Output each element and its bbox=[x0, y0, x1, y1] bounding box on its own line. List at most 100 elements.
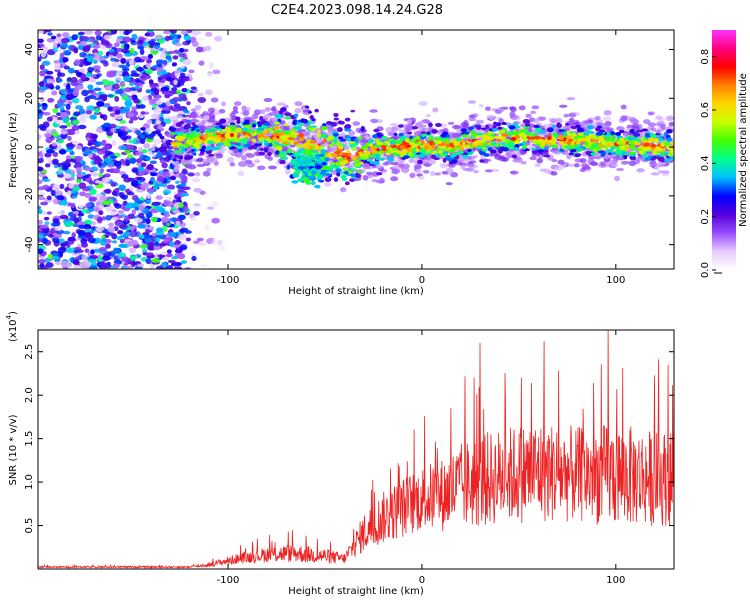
spectrogram-noise-cell bbox=[97, 216, 103, 223]
spectrogram-noise-cell bbox=[182, 186, 191, 190]
spectrogram-noise-cell bbox=[111, 83, 121, 90]
spectrogram-noise-cell bbox=[84, 30, 94, 35]
spectrogram-noise-cell bbox=[198, 36, 207, 41]
spectrogram-noise-cell bbox=[131, 33, 138, 41]
spectrogram-noise-cell bbox=[178, 53, 186, 58]
spectrogram-noise-cell bbox=[62, 230, 71, 235]
spectrogram-noise-cell bbox=[118, 171, 126, 175]
spectrogram-noise-cell bbox=[46, 211, 52, 215]
spectrogram-noise-cell bbox=[163, 30, 170, 35]
spectrogram-noise-cell bbox=[97, 162, 103, 167]
spectrogram-noise-cell bbox=[78, 249, 84, 253]
spectrogram-noise-cell bbox=[56, 145, 63, 150]
spectrogram-noise-cell bbox=[86, 132, 92, 137]
spectrogram-noise-cell bbox=[61, 31, 70, 38]
spectrogram-noise-cell bbox=[59, 125, 68, 129]
spectrogram-noise-cell bbox=[151, 232, 157, 237]
spectrogram-noise-cell bbox=[173, 72, 181, 77]
spectrogram-noise-cell bbox=[84, 248, 90, 253]
spectrogram-noise-cell bbox=[103, 122, 111, 128]
spectrogram-halo-cell bbox=[494, 154, 503, 160]
spectrogram-noise-cell bbox=[73, 264, 80, 269]
spectrogram-noise-cell bbox=[94, 30, 102, 36]
spectrogram-halo-cell bbox=[408, 158, 415, 163]
spectrogram-noise-cell bbox=[116, 53, 124, 59]
spectrogram-noise-cell bbox=[40, 96, 45, 103]
spectrogram-noise-cell bbox=[135, 66, 144, 72]
spectrogram-noise-cell bbox=[38, 56, 42, 62]
spectrogram-noise-cell bbox=[191, 41, 199, 47]
spectrogram-noise-cell bbox=[78, 63, 84, 68]
spectrogram-noise-cell bbox=[101, 237, 107, 242]
spectrogram-noise-cell bbox=[63, 65, 70, 70]
spectrogram-noise-cell bbox=[84, 219, 93, 225]
spectrogram-noise-cell bbox=[126, 191, 135, 196]
spectrogram-noise-cell bbox=[66, 244, 71, 248]
spectrogram-noise-cell bbox=[45, 129, 52, 134]
spectrogram-noise-cell bbox=[113, 160, 122, 167]
spectrogram-noise-cell bbox=[79, 51, 87, 58]
spectrogram-noise-cell bbox=[117, 210, 124, 215]
spectrogram-noise-cell bbox=[155, 195, 163, 200]
spectrogram-noise-cell bbox=[85, 72, 93, 78]
spectrogram-noise-cell bbox=[161, 261, 168, 268]
spectrogram-noise-cell bbox=[92, 248, 102, 253]
spectrogram-noise-cell bbox=[76, 178, 82, 184]
spectrogram-halo-cell bbox=[390, 176, 399, 182]
spectrogram-noise-cell bbox=[61, 165, 69, 171]
spectrogram-noise-cell bbox=[41, 60, 51, 66]
spectrogram-noise-cell bbox=[81, 242, 89, 248]
spectrogram-noise-cell bbox=[105, 243, 111, 249]
spectrogram-noise-cell bbox=[70, 202, 76, 209]
spectrogram-noise-cell bbox=[99, 167, 105, 174]
spectrogram-noise-cell bbox=[134, 82, 143, 87]
spectrogram-halo-cell bbox=[632, 123, 639, 128]
spectrogram-halo-cell bbox=[366, 171, 373, 176]
spectrogram-noise-cell bbox=[147, 94, 153, 100]
spectrogram-noise-cell bbox=[103, 145, 112, 149]
spectrogram-noise-cell bbox=[163, 213, 171, 218]
spectrogram-noise-cell bbox=[153, 241, 160, 247]
spectrogram-noise-cell bbox=[54, 225, 63, 232]
spectrogram-noise-cell bbox=[119, 126, 126, 131]
spectrogram-noise-cell bbox=[119, 238, 125, 244]
spectrogram-halo-cell bbox=[620, 104, 627, 110]
spectrogram-halo-cell bbox=[324, 182, 332, 187]
spectrogram-noise-cell bbox=[129, 47, 135, 54]
spectrogram-noise-cell bbox=[59, 214, 69, 220]
spectrogram-noise-cell bbox=[192, 205, 201, 209]
spectrogram-noise-cell bbox=[74, 130, 80, 135]
spectrogram-noise-cell bbox=[148, 226, 155, 231]
spectrogram-noise-cell bbox=[127, 240, 134, 247]
spectrogram-noise-cell bbox=[150, 49, 159, 56]
spectrogram-noise-cell bbox=[111, 61, 120, 68]
spectrogram-noise-cell bbox=[151, 216, 158, 223]
spectrogram-halo-cell bbox=[530, 110, 537, 115]
spectrogram-halo-cell bbox=[594, 116, 601, 121]
spectrogram-noise-cell bbox=[130, 72, 140, 77]
spectrogram-noise-cell bbox=[65, 94, 74, 101]
spectrogram-halo-cell bbox=[194, 104, 202, 110]
spectrogram-noise-cell bbox=[162, 171, 171, 178]
spectrogram-noise-cell bbox=[165, 101, 171, 107]
spectrogram-halo-cell bbox=[202, 158, 210, 164]
spectrogram-noise-cell bbox=[181, 78, 190, 82]
spectrogram-noise-cell bbox=[198, 93, 204, 97]
spectrogram-noise-cell bbox=[147, 150, 153, 155]
spectrogram-halo-cell bbox=[460, 121, 469, 128]
spectrogram-noise-cell bbox=[154, 35, 163, 40]
spectrogram-halo-cell bbox=[533, 118, 540, 124]
spectrogram-halo-cell bbox=[600, 161, 607, 167]
spectrogram-noise-cell bbox=[47, 32, 53, 36]
spectrogram-noise-cell bbox=[154, 172, 164, 178]
spectrogram-noise-cell bbox=[77, 229, 86, 237]
spectrogram-noise-cell bbox=[81, 89, 89, 97]
spectrogram-noise-cell bbox=[174, 42, 182, 47]
spectrogram-noise-cell bbox=[188, 69, 195, 74]
spectrogram-noise-cell bbox=[134, 206, 140, 211]
spectrogram-noise-cell bbox=[178, 98, 184, 102]
spectrogram-halo-cell bbox=[512, 159, 520, 163]
spectrogram-noise-cell bbox=[162, 105, 171, 111]
spectrogram-halo-cell bbox=[611, 163, 619, 167]
